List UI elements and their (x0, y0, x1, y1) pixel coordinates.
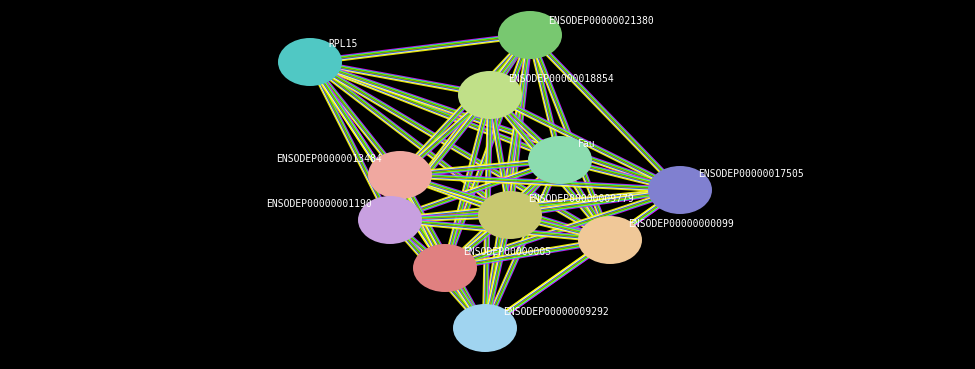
Ellipse shape (413, 244, 477, 292)
Ellipse shape (498, 11, 562, 59)
Ellipse shape (528, 136, 592, 184)
Ellipse shape (458, 71, 522, 119)
Ellipse shape (368, 151, 432, 199)
Text: ENSODEP00000009292: ENSODEP00000009292 (503, 307, 608, 317)
Ellipse shape (358, 196, 422, 244)
Text: ENSODEP00000009779: ENSODEP00000009779 (528, 194, 634, 204)
Text: ENSODEP00000005: ENSODEP00000005 (463, 247, 551, 257)
Text: ENSODEP00000013484: ENSODEP00000013484 (276, 154, 382, 164)
Text: ENSODEP00000001190: ENSODEP00000001190 (266, 199, 372, 209)
Text: ENSODEP00000021380: ENSODEP00000021380 (548, 16, 654, 26)
Ellipse shape (478, 191, 542, 239)
Text: Fau: Fau (578, 139, 596, 149)
Text: RPL15: RPL15 (328, 39, 358, 49)
Text: ENSODEP00000018854: ENSODEP00000018854 (508, 74, 613, 84)
Ellipse shape (278, 38, 342, 86)
Text: ENSODEP00000017505: ENSODEP00000017505 (698, 169, 803, 179)
Ellipse shape (648, 166, 712, 214)
Ellipse shape (453, 304, 517, 352)
Text: ENSODEP00000000099: ENSODEP00000000099 (628, 219, 734, 229)
Ellipse shape (578, 216, 642, 264)
